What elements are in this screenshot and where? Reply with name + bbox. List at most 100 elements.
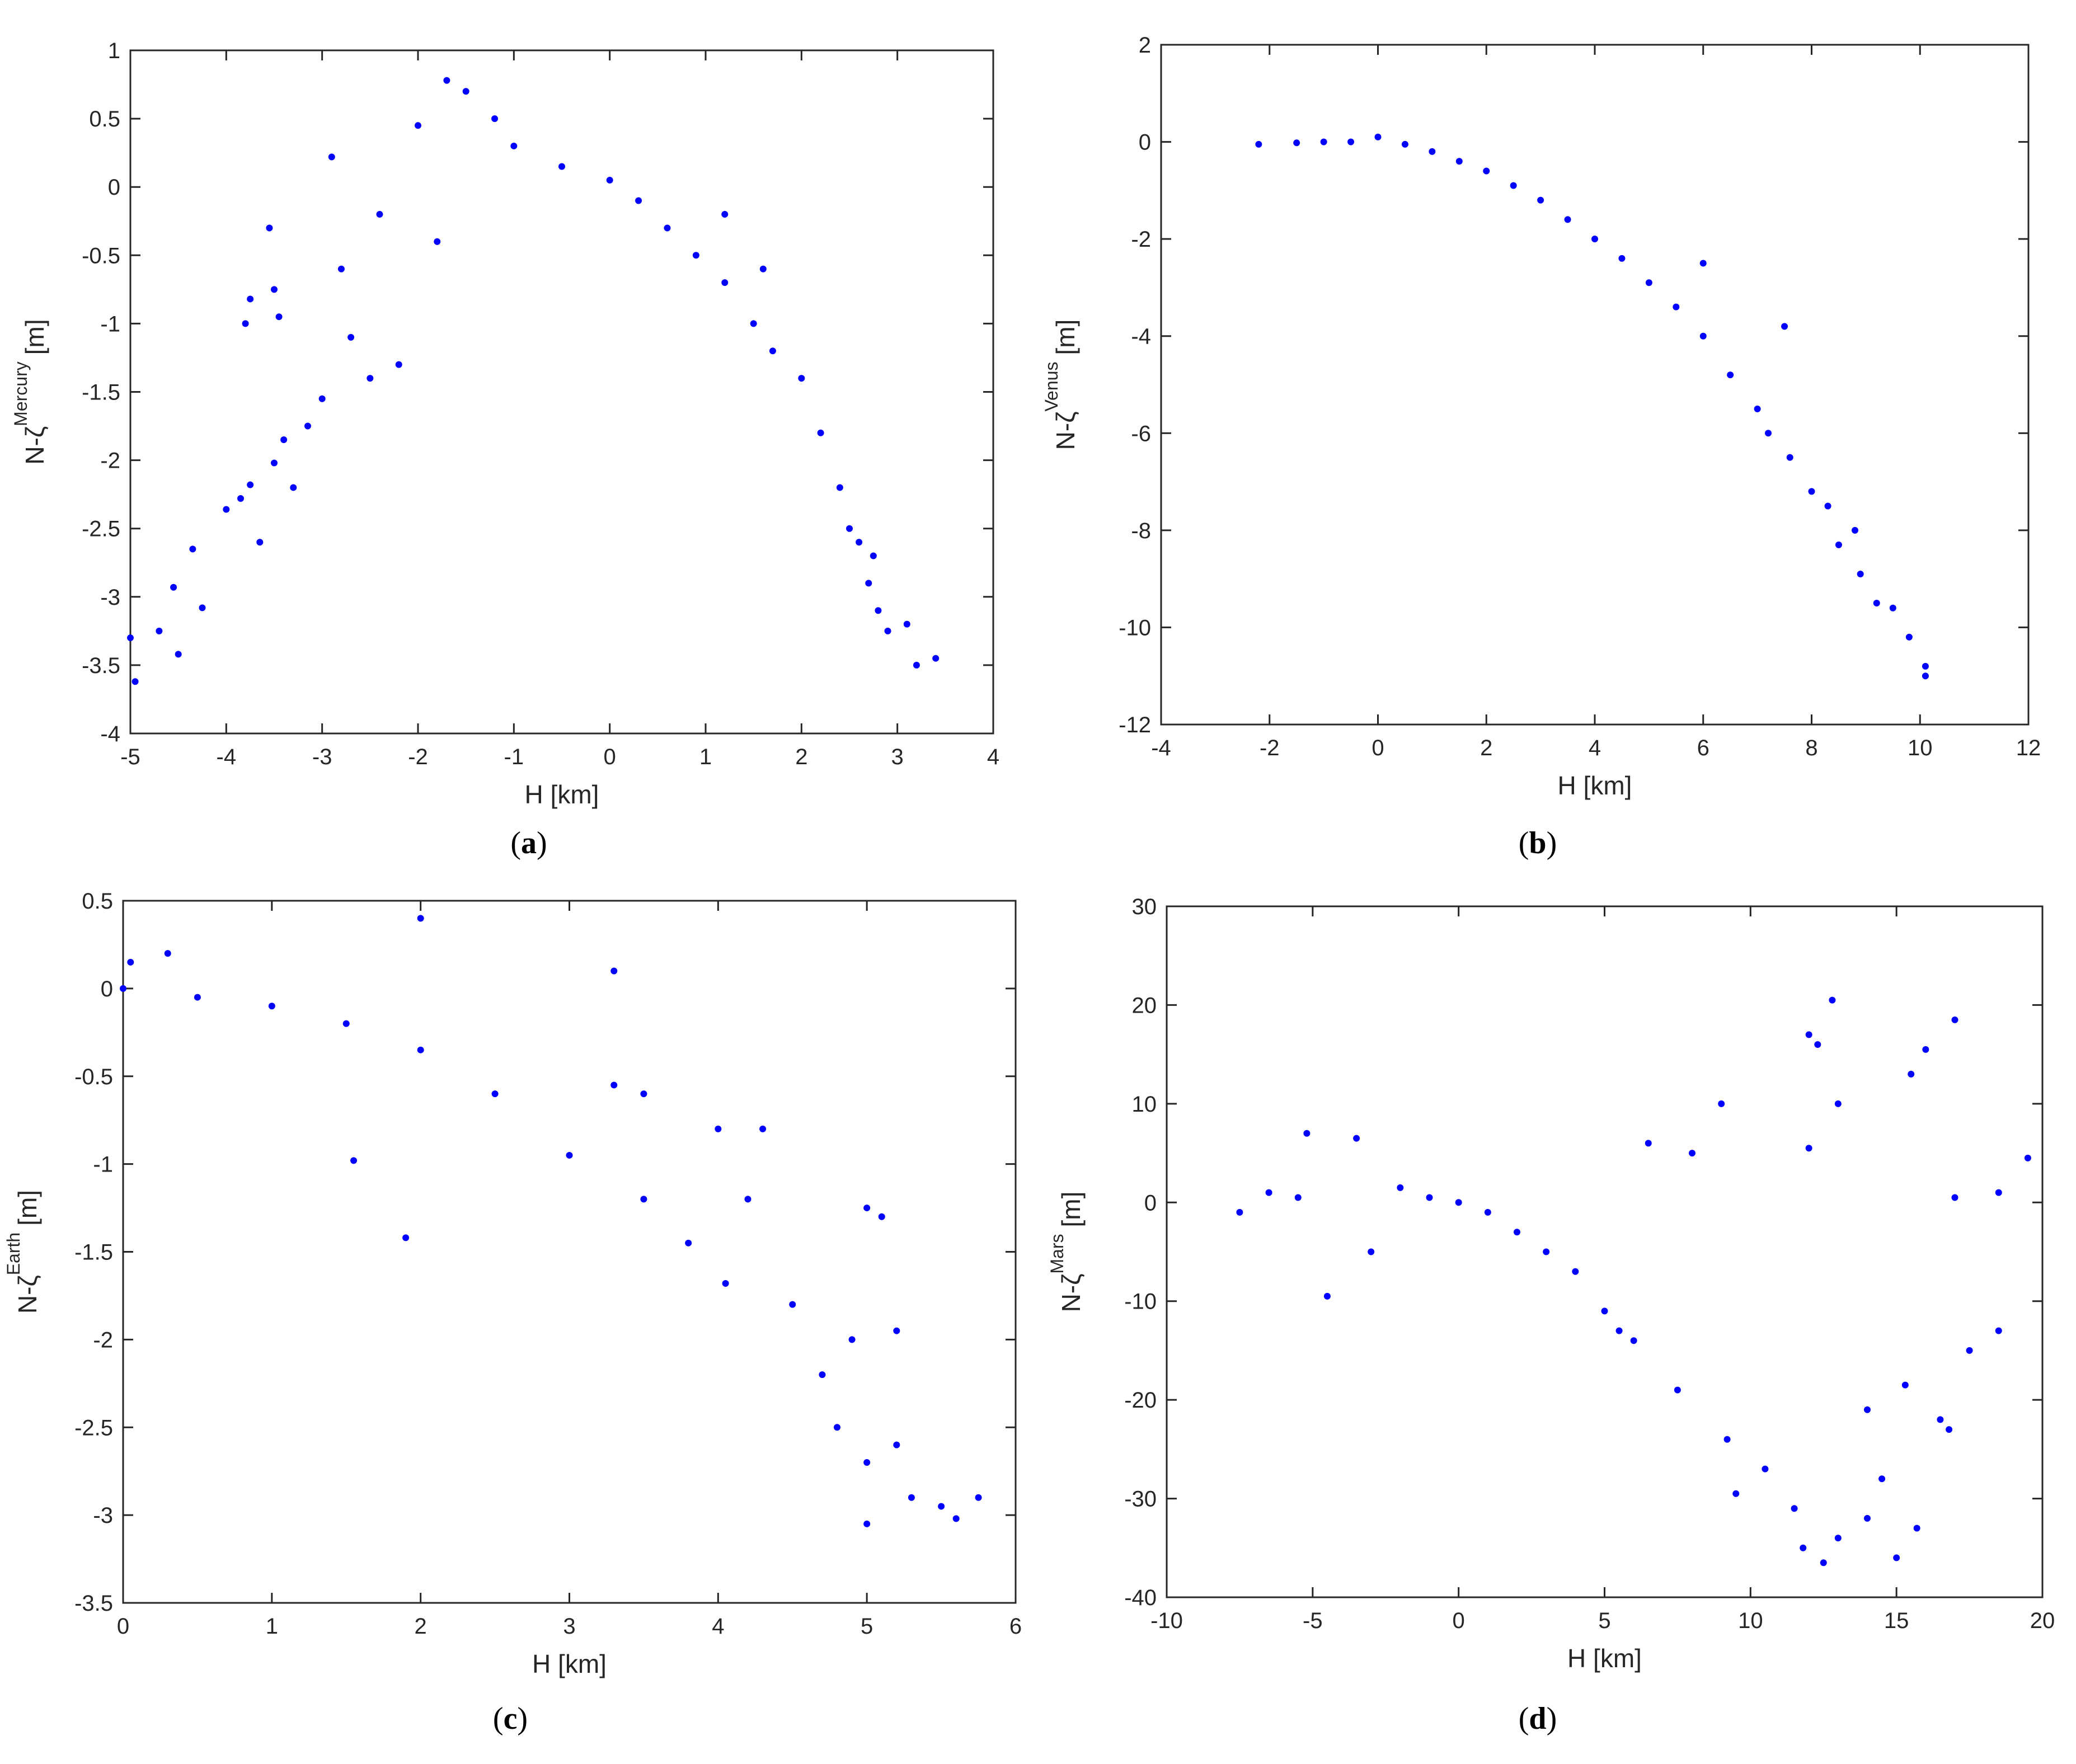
scatter-point [1727, 371, 1734, 379]
y-axis-label-unit: [m] [1056, 1192, 1086, 1227]
scatter-point [640, 1090, 647, 1098]
scatter-point [908, 1494, 915, 1501]
scatter-point [975, 1494, 982, 1501]
scatter-point [194, 994, 201, 1001]
scatter-point [1800, 1544, 1807, 1551]
chart-panel-1: -4 -2 0 2 4 6 8 10 12 -12 -10 -8 -6 -4 -2 0 2 H [km] N-ζVe… [1041, 33, 2041, 800]
x-axis-label: H [km] [525, 780, 599, 809]
scatter-point [1808, 488, 1815, 495]
scatter-point [1864, 1514, 1871, 1522]
y-tick-label: -3 [93, 1503, 113, 1528]
scatter-point [1591, 236, 1598, 243]
scatter-point [1674, 1386, 1681, 1394]
plot-frame [1166, 905, 2044, 1598]
scatter-point [1937, 1416, 1944, 1423]
scatter-point [938, 1503, 945, 1510]
scatter-point [271, 459, 278, 467]
scatter-point [1786, 454, 1793, 461]
y-axis-label-unit: [m] [1051, 319, 1080, 355]
y-tick-label: 0 [101, 977, 113, 1001]
scatter-point [1834, 1535, 1842, 1542]
x-tick-label: 8 [1805, 736, 1817, 760]
scatter-point [1805, 1145, 1812, 1152]
scatter-point [759, 1125, 767, 1132]
y-tick-label: -3 [100, 585, 120, 610]
scatter-point [318, 395, 326, 402]
scatter-point [870, 552, 877, 559]
y-tick-label: 20 [1132, 993, 1157, 1018]
y-axis-label-main: N-ζ [13, 1275, 42, 1314]
scatter-point [1699, 260, 1707, 267]
scatter-point [1995, 1189, 2002, 1196]
scatter-point [1483, 167, 1490, 175]
y-tick-label: -1.5 [74, 1240, 113, 1265]
chart-panel-2: 0 1 2 3 4 5 6 -3.5 -3 -2.5 -2 -1.5 -1 -0.5 0 0.5 H [km] N… [3, 889, 1022, 1678]
panel-label: (b) [1519, 826, 1557, 860]
y-tick-label: -3.5 [82, 653, 120, 678]
scatter-point [247, 295, 254, 303]
scatter-point [1762, 1465, 1769, 1473]
panel-letter: c [504, 1701, 518, 1736]
scatter-point [1814, 1041, 1821, 1048]
scatter-point [1645, 1140, 1652, 1147]
x-tick-label: -5 [1303, 1608, 1323, 1633]
x-tick-label: 5 [861, 1614, 873, 1639]
y-tick-label: 0 [1144, 1191, 1157, 1215]
y-tick-label: 0 [108, 175, 120, 200]
scatter-point [893, 1441, 900, 1448]
scatter-point [275, 313, 283, 321]
x-tick-label: 2 [1480, 736, 1492, 760]
x-tick-label: 4 [712, 1614, 724, 1639]
scatter-point [1645, 279, 1652, 286]
scatter-point [1765, 430, 1772, 437]
y-tick-label: -2.5 [74, 1415, 113, 1440]
scatter-point [1537, 196, 1544, 204]
scatter-point [199, 604, 206, 611]
scatter-series [1255, 133, 1929, 680]
y-axis-label: N-ζEarth [m] [3, 1190, 42, 1314]
plot-frame [129, 49, 994, 735]
x-tick-label: 0 [117, 1614, 129, 1639]
scatter-point [715, 1125, 722, 1132]
scatter-point [417, 1046, 424, 1053]
scatter-point [1889, 604, 1896, 611]
x-axis-label: H [km] [1558, 771, 1632, 800]
scatter-point [903, 620, 910, 628]
scatter-point [1630, 1337, 1637, 1344]
y-tick-label: -12 [1119, 713, 1151, 737]
scatter-point [164, 950, 171, 957]
scatter-point [893, 1327, 900, 1334]
scatter-point [1401, 140, 1408, 148]
x-tick-label: 20 [2030, 1608, 2055, 1633]
x-tick-label: 2 [415, 1614, 427, 1639]
scatter-point [402, 1234, 410, 1241]
scatter-point [1455, 1199, 1462, 1206]
x-tick-label: 4 [1589, 736, 1601, 760]
scatter-point [878, 1213, 885, 1220]
scatter-point [376, 211, 383, 218]
y-tick-label: -0.5 [74, 1065, 113, 1089]
scatter-point [342, 1020, 350, 1027]
scatter-point [1805, 1031, 1812, 1038]
y-axis-label-unit: [m] [13, 1190, 42, 1226]
x-tick-label: -4 [1151, 736, 1171, 760]
y-tick-label: 0 [1139, 130, 1151, 155]
scatter-point [367, 375, 374, 382]
scatter-point [836, 484, 843, 491]
chart-panel-3: -10 -5 0 5 10 15 20 -40 -30 -20 -10 0 10 20 30 H [km] N-… [1047, 895, 2055, 1673]
scatter-point [1864, 1406, 1871, 1413]
scatter-point [848, 1336, 856, 1343]
scatter-point [846, 525, 853, 532]
scatter-point [664, 224, 671, 232]
y-tick-label: -4 [100, 722, 120, 746]
scatter-series [127, 77, 940, 685]
scatter-point [280, 436, 288, 443]
scatter-point [350, 1157, 358, 1164]
scatter-point [1754, 405, 1761, 412]
scatter-point [1908, 1070, 1915, 1078]
scatter-point [1323, 1292, 1331, 1300]
scatter-point [722, 1280, 729, 1287]
x-tick-label: -10 [1150, 1608, 1183, 1633]
x-tick-label: -4 [217, 745, 237, 769]
